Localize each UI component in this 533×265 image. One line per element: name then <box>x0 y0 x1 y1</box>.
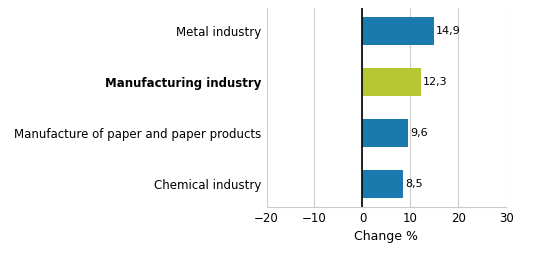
Bar <box>362 119 408 147</box>
Bar <box>362 68 422 96</box>
X-axis label: Change %: Change % <box>354 230 418 243</box>
Text: 14,9: 14,9 <box>435 26 461 36</box>
Bar <box>362 170 403 198</box>
Text: 8,5: 8,5 <box>405 179 423 189</box>
Text: 12,3: 12,3 <box>423 77 448 87</box>
Bar <box>362 17 434 45</box>
Text: 9,6: 9,6 <box>410 128 428 138</box>
